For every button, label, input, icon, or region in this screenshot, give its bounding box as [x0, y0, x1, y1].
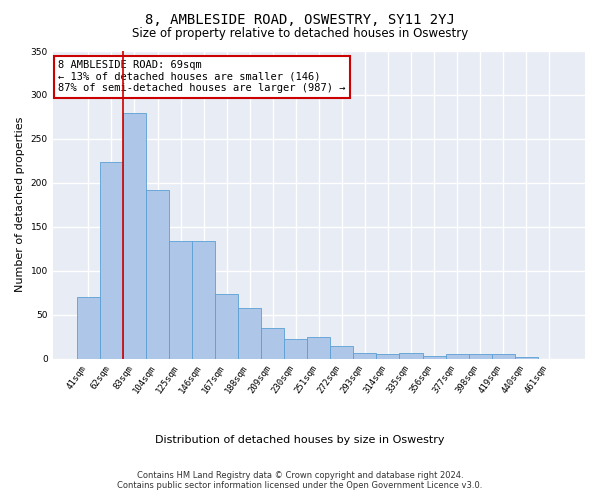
Text: 8 AMBLESIDE ROAD: 69sqm
← 13% of detached houses are smaller (146)
87% of semi-d: 8 AMBLESIDE ROAD: 69sqm ← 13% of detache… — [58, 60, 346, 94]
Y-axis label: Number of detached properties: Number of detached properties — [15, 117, 25, 292]
Bar — [169, 241, 192, 358]
Bar — [284, 339, 307, 358]
Bar — [307, 336, 331, 358]
Bar — [261, 328, 284, 358]
Text: 8, AMBLESIDE ROAD, OSWESTRY, SY11 2YJ: 8, AMBLESIDE ROAD, OSWESTRY, SY11 2YJ — [145, 12, 455, 26]
Bar — [400, 354, 422, 358]
Bar — [331, 346, 353, 358]
Bar — [422, 356, 446, 358]
Bar — [515, 357, 538, 358]
Bar — [446, 354, 469, 358]
Bar — [215, 294, 238, 358]
Bar — [100, 162, 123, 358]
Bar — [376, 354, 400, 358]
Text: Distribution of detached houses by size in Oswestry: Distribution of detached houses by size … — [155, 435, 445, 445]
Bar — [146, 190, 169, 358]
Bar — [77, 297, 100, 358]
Text: Contains HM Land Registry data © Crown copyright and database right 2024.
Contai: Contains HM Land Registry data © Crown c… — [118, 470, 482, 490]
Bar — [192, 241, 215, 358]
Bar — [353, 354, 376, 358]
Bar — [238, 308, 261, 358]
Bar — [123, 112, 146, 358]
Text: Size of property relative to detached houses in Oswestry: Size of property relative to detached ho… — [132, 28, 468, 40]
Bar — [469, 354, 491, 358]
Bar — [491, 354, 515, 358]
